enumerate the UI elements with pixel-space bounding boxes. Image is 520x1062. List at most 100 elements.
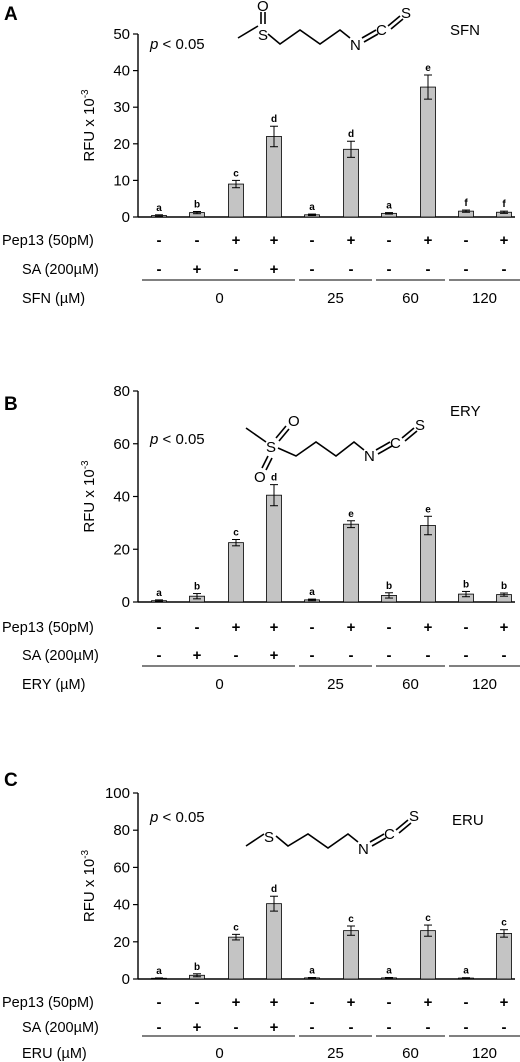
pep13-sign: + <box>424 232 433 249</box>
y-tick-label: 60 <box>113 859 130 876</box>
sa-sign: - <box>349 647 354 664</box>
sa-sign: - <box>387 261 392 278</box>
pep13-sign: + <box>232 619 241 636</box>
concentration-group-label: 0 <box>215 1045 223 1062</box>
y-axis-label-main: RFU x 10 <box>81 469 98 532</box>
significance-letter: a <box>386 966 392 977</box>
sa-sign: - <box>464 261 469 278</box>
y-tick-label: 20 <box>113 136 130 153</box>
sa-sign: - <box>157 647 162 664</box>
significance-letter: a <box>386 201 392 212</box>
compound-name: SFN <box>450 22 480 39</box>
pep13-sign: + <box>347 619 356 636</box>
significance-letter: c <box>348 914 354 925</box>
sa-sign: - <box>349 261 354 278</box>
bond <box>395 819 409 831</box>
atom-label: O <box>254 469 266 486</box>
bar <box>420 525 436 603</box>
panel-c: C 0 20 40 60 80 100 RFU x 10-3 p < 0.05 ERU a b c d a c… <box>2 770 520 1062</box>
significance-letter: e <box>425 63 431 74</box>
sa-sign: - <box>426 261 431 278</box>
atom-label: C <box>390 435 401 452</box>
p-value-rest: < 0.05 <box>158 431 204 448</box>
concentration-group-label: 120 <box>472 676 497 693</box>
bond <box>261 455 269 469</box>
pep13-sign: - <box>195 232 200 249</box>
significance-letter: a <box>463 966 469 977</box>
significance-letter: b <box>463 579 469 590</box>
sa-label: SA (200µM) <box>22 1020 99 1036</box>
bond <box>361 29 377 39</box>
bond <box>267 29 351 46</box>
pep13-sign: + <box>500 232 509 249</box>
significance-letter: b <box>194 200 200 211</box>
significance-letter: a <box>156 966 162 977</box>
y-tick-label: 100 <box>105 785 130 802</box>
pep13-sign: + <box>270 994 279 1011</box>
p-value-p: p <box>149 431 158 448</box>
sa-sign: - <box>426 647 431 664</box>
pep13-sign: - <box>464 232 469 249</box>
y-tick-label: 40 <box>113 489 130 506</box>
pep13-sign: - <box>157 994 162 1011</box>
pep13-label: Pep13 (50pM) <box>2 233 94 249</box>
concentration-group-label: 25 <box>327 290 344 307</box>
pep13-sign: - <box>157 619 162 636</box>
sa-sign: - <box>502 261 507 278</box>
bond <box>371 837 387 847</box>
panel-letter: A <box>4 4 18 25</box>
bar <box>420 86 436 218</box>
atom-label: O <box>288 413 300 430</box>
sa-sign: - <box>310 647 315 664</box>
concentration-group-label: 60 <box>402 676 419 693</box>
pep13-sign: - <box>464 619 469 636</box>
significance-letter: b <box>194 962 200 973</box>
pep13-sign: + <box>232 994 241 1011</box>
significance-letter: c <box>233 527 239 538</box>
significance-letter: a <box>309 202 315 213</box>
sa-sign: - <box>464 1019 469 1036</box>
significance-letter: d <box>271 884 277 895</box>
pep13-sign: - <box>195 619 200 636</box>
pep13-sign: + <box>270 232 279 249</box>
concentration-label: SFN (µM) <box>22 291 85 307</box>
bond <box>363 33 379 43</box>
significance-letter: d <box>271 114 277 125</box>
sa-sign: - <box>502 1019 507 1036</box>
y-axis-label-exponent: -3 <box>80 849 91 858</box>
significance-letter: d <box>348 129 354 140</box>
significance-letter: a <box>309 966 315 977</box>
sa-sign: - <box>502 647 507 664</box>
pep13-sign: + <box>424 619 433 636</box>
concentration-group-label: 0 <box>215 290 223 307</box>
pep13-sign: - <box>195 994 200 1011</box>
bar <box>496 933 512 980</box>
sa-sign: - <box>387 647 392 664</box>
p-value: p < 0.05 <box>149 431 205 448</box>
y-axis-label: RFU x 10-3 <box>80 89 98 162</box>
bond <box>369 833 385 843</box>
significance-letter: b <box>194 582 200 593</box>
bond <box>275 833 359 849</box>
bond <box>387 15 401 27</box>
bond <box>275 425 287 439</box>
sa-sign: - <box>157 1019 162 1036</box>
sa-sign: - <box>310 1019 315 1036</box>
atom-label: O <box>257 0 269 15</box>
atom-label: N <box>350 37 361 54</box>
bar <box>228 936 244 980</box>
p-value-rest: < 0.05 <box>158 809 204 826</box>
significance-letter: f <box>502 199 506 210</box>
sa-sign: - <box>349 1019 354 1036</box>
y-axis-label: RFU x 10-3 <box>80 849 98 922</box>
y-tick-label: 50 <box>113 26 130 43</box>
bond <box>277 440 365 457</box>
bond <box>401 427 415 439</box>
pep13-sign: - <box>387 994 392 1011</box>
sa-sign: - <box>234 647 239 664</box>
compound-name: ERU <box>452 812 484 829</box>
y-tick-label: 0 <box>122 209 130 226</box>
y-tick-label: 0 <box>122 971 130 988</box>
